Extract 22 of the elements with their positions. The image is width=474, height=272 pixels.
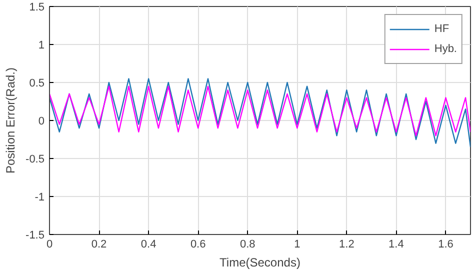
- y-tick-label: 1: [38, 40, 45, 52]
- y-tick-label: -1.5: [26, 230, 45, 242]
- y-tick-label: 0.5: [29, 78, 45, 90]
- x-tick-label: 0.8: [240, 238, 256, 250]
- x-tick-label: 0.6: [190, 238, 206, 250]
- y-tick-label: -1: [34, 192, 44, 204]
- y-axis-title: Position Error(Rad.): [4, 67, 18, 174]
- x-tick-label: 0.2: [91, 238, 107, 250]
- line-series: [50, 86, 470, 136]
- x-tick-label: 1.6: [438, 238, 454, 250]
- x-tick-label: 1.2: [339, 238, 354, 250]
- y-tick-label: 0: [38, 116, 45, 128]
- x-tick-label: 1: [294, 238, 300, 250]
- line-series: [50, 78, 470, 148]
- x-tick-label: 0.4: [140, 238, 156, 250]
- x-axis-title: Time(Seconds): [220, 256, 300, 270]
- x-tick-label: 0: [46, 238, 53, 250]
- legend-label: Hyb.: [434, 43, 457, 55]
- legend-label: HF: [434, 23, 450, 35]
- y-tick-label: -0.5: [26, 154, 45, 166]
- y-tick-label: 1.5: [29, 2, 45, 14]
- x-tick-label: 1.4: [388, 238, 404, 250]
